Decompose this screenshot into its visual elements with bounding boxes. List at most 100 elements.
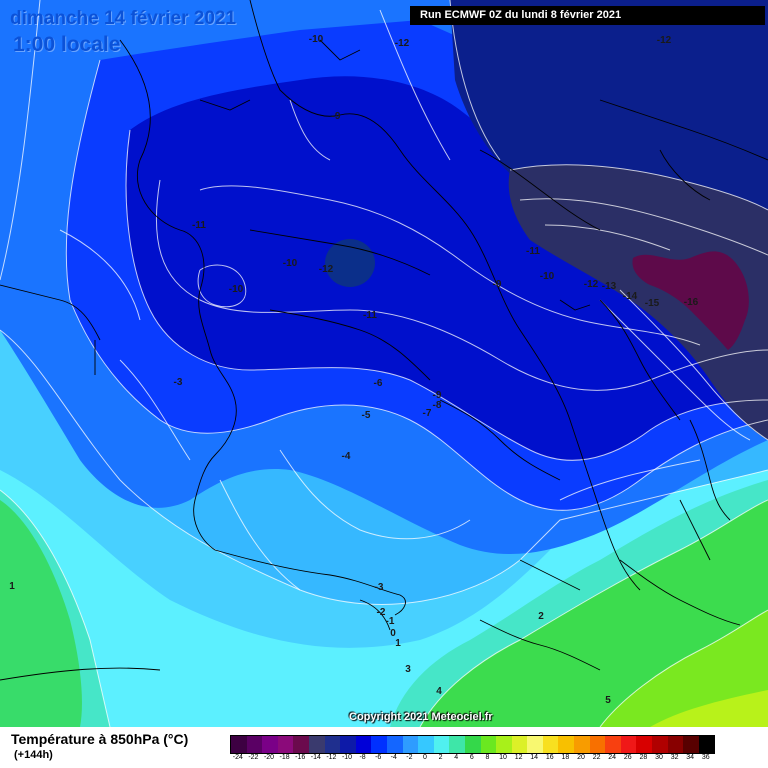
isotherm-label: -11 — [363, 310, 377, 321]
isotherm-label: -6 — [374, 378, 383, 389]
isotherm-label: 4 — [436, 686, 442, 697]
scale-label: 24 — [608, 754, 617, 761]
isotherm-label: -8 — [433, 400, 442, 411]
isotherm-label: -1 — [386, 616, 395, 627]
scale-label: 16 — [545, 754, 554, 761]
isotherm-label: -7 — [423, 408, 432, 419]
scale-label: 36 — [701, 754, 710, 761]
color-scale — [230, 735, 716, 754]
isotherm-label: -10 — [540, 271, 555, 282]
scale-swatch — [636, 736, 653, 753]
scale-swatch — [667, 736, 684, 753]
scale-swatch — [293, 736, 309, 753]
scale-swatch — [246, 736, 263, 753]
scale-swatch — [511, 736, 528, 753]
isotherm-label: -9 — [493, 279, 502, 290]
scale-label: -6 — [375, 754, 382, 761]
isotherm-label: -14 — [623, 291, 638, 302]
scale-label: 34 — [686, 754, 695, 761]
scale-label: 20 — [577, 754, 585, 761]
forecast-date: dimanche 14 février 2021 — [10, 8, 237, 29]
forecast-time: 1:00 locale — [13, 33, 121, 56]
scale-swatch — [262, 736, 278, 753]
isotherm-label: -3 — [375, 582, 384, 593]
isotherm-label: -9 — [332, 111, 341, 122]
isotherm-label: 5 — [605, 695, 611, 706]
scale-label: -20 — [263, 754, 275, 761]
scale-label: 18 — [561, 754, 570, 761]
scale-swatch — [480, 736, 497, 753]
scale-label: 28 — [639, 754, 648, 761]
scale-swatch — [355, 736, 372, 753]
scale-label: 2 — [438, 754, 443, 761]
isotherm-label: -10 — [309, 34, 324, 45]
legend-title: Température à 850hPa (°C) — [11, 731, 189, 747]
isotherm-label: -9 — [433, 390, 442, 401]
scale-label: 30 — [655, 754, 663, 761]
isotherm-label: -11 — [526, 246, 540, 257]
isotherm-label: 1 — [9, 581, 15, 592]
scale-swatch — [386, 736, 403, 753]
isotherm-label: -10 — [229, 284, 244, 295]
scale-swatch — [652, 736, 668, 753]
scale-swatch — [558, 736, 575, 753]
isotherm-label: -16 — [684, 297, 699, 308]
scale-label: 8 — [485, 754, 490, 761]
scale-label: 6 — [469, 754, 474, 761]
forecast-hour: (+144h) — [14, 749, 53, 761]
isotherm-label: -15 — [645, 298, 660, 309]
scale-label: -12 — [326, 754, 337, 761]
scale-label: -2 — [406, 754, 413, 761]
scale-label: 12 — [514, 754, 523, 761]
scale-label: 0 — [423, 754, 427, 761]
scale-swatch — [371, 736, 387, 753]
scale-label: 14 — [530, 754, 539, 761]
scale-swatch — [589, 736, 606, 753]
scale-swatch — [277, 736, 294, 753]
isotherm-label: 0 — [390, 628, 396, 639]
field-slate — [508, 164, 768, 440]
isotherm-label: 3 — [405, 664, 411, 675]
scale-swatch — [620, 736, 637, 753]
isotherm-label: -12 — [395, 38, 410, 49]
field-green-west — [0, 500, 82, 727]
field-lime — [600, 610, 768, 727]
field-cold-pocket — [632, 251, 749, 350]
scale-label: -24 — [232, 754, 243, 761]
field-lime-2 — [650, 690, 768, 727]
scale-swatch — [402, 736, 419, 753]
field-core — [126, 76, 768, 461]
scale-swatch — [464, 736, 481, 753]
scale-swatch — [340, 736, 356, 753]
scale-swatch — [418, 736, 434, 753]
scale-swatch — [605, 736, 621, 753]
scale-label: 26 — [623, 754, 632, 761]
scale-swatch — [527, 736, 543, 753]
scale-label: 32 — [670, 754, 679, 761]
scale-swatch — [542, 736, 559, 753]
isotherm-label: -5 — [362, 410, 371, 421]
scale-swatch — [683, 736, 699, 753]
isotherm-label: -13 — [602, 281, 617, 292]
scale-swatch — [308, 736, 325, 753]
scale-label: -16 — [295, 754, 306, 761]
scale-label: -8 — [359, 754, 366, 761]
scale-swatch — [231, 736, 247, 753]
isotherm-labels: -10 -12 -12-9-11-10-12-10-11-9-11-10-12 -13… — [9, 34, 698, 706]
scale-label: -4 — [390, 754, 397, 761]
isotherm-label: 2 — [538, 611, 544, 622]
isotherm-label: -4 — [342, 451, 351, 462]
scale-label: -14 — [310, 754, 321, 761]
temperature-map: -10 -12 -12 -9 -11 -10 -12 -10 -11 -9 -11 -10 -12 -13… — [0, 0, 768, 727]
scale-swatch — [449, 736, 465, 753]
isotherm-label: -11 — [192, 220, 206, 231]
isotherm-label: -12 — [584, 279, 599, 290]
scale-swatch — [433, 736, 450, 753]
scale-label: -22 — [248, 754, 259, 761]
model-run-label: Run ECMWF 0Z du lundi 8 février 2021 — [410, 6, 765, 25]
isotherm-label: -10 — [283, 258, 298, 269]
isotherm-label: -2 — [377, 607, 386, 618]
scale-label: -18 — [279, 754, 290, 761]
isotherm-label: 1 — [395, 638, 401, 649]
scale-label: 10 — [499, 754, 507, 761]
